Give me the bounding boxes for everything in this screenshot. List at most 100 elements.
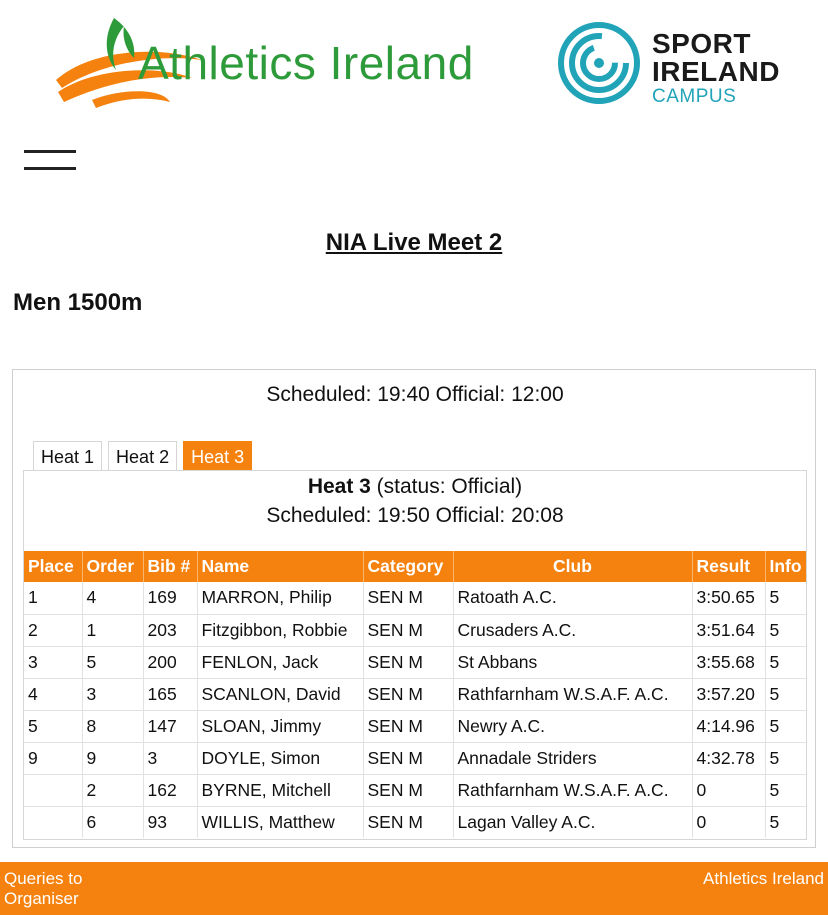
site-footer: Queries to Organiser Athletics Ireland — [0, 862, 828, 915]
col-place[interactable]: Place — [24, 551, 83, 582]
cell-place: 4 — [24, 678, 83, 711]
cell-place — [24, 774, 83, 807]
cell-info: 5 — [765, 742, 806, 775]
cell-club[interactable]: Crusaders A.C. — [453, 614, 693, 647]
cell-place: 9 — [24, 742, 83, 775]
cell-place: 2 — [24, 614, 83, 647]
col-order[interactable]: Order — [82, 551, 144, 582]
cell-club[interactable]: St Abbans — [453, 646, 693, 679]
cell-place — [24, 806, 83, 838]
cell-result: 3:51.64 — [692, 614, 766, 647]
cell-club[interactable]: Newry A.C. — [453, 710, 693, 743]
heat-tabs: Heat 1 Heat 2 Heat 3 — [33, 441, 258, 471]
cell-info: 5 — [765, 614, 806, 647]
cell-result: 4:32.78 — [692, 742, 766, 775]
cell-place: 1 — [24, 582, 83, 615]
cell-info: 5 — [765, 582, 806, 615]
sport-ireland-spiral-icon — [558, 22, 640, 104]
col-category[interactable]: Category — [363, 551, 454, 582]
cell-order: 2 — [82, 774, 144, 807]
cell-club[interactable]: Rathfarnham W.S.A.F. A.C. — [453, 678, 693, 711]
results-row: 5 8 147 SLOAN, Jimmy SEN M Newry A.C. 4:14.96 5 — [24, 710, 806, 743]
col-info[interactable]: Info — [765, 551, 806, 582]
event-schedule: Scheduled: 19:40 Official: 12:00 — [266, 383, 564, 406]
cell-result: 3:57.20 — [692, 678, 766, 711]
athletics-ireland-wordmark: Athletics Ireland — [138, 37, 474, 89]
cell-bib: 200 — [143, 646, 198, 679]
cell-result: 3:55.68 — [692, 646, 766, 679]
cell-category: SEN M — [363, 614, 454, 647]
event-title: Men 1500m — [13, 289, 143, 316]
queries-to-organiser-link[interactable]: Queries to Organiser — [4, 869, 83, 908]
cell-order: 3 — [82, 678, 144, 711]
results-row: 3 5 200 FENLON, Jack SEN M St Abbans 3:55.68 5 — [24, 646, 806, 679]
tab-heat-3[interactable]: Heat 3 — [183, 441, 253, 471]
cell-result: 0 — [692, 774, 766, 807]
athletics-ireland-link[interactable]: Athletics Ireland — [703, 869, 824, 888]
col-name[interactable]: Name — [197, 551, 364, 582]
cell-club[interactable]: Rathfarnham W.S.A.F. A.C. — [453, 774, 693, 807]
heat-content: Heat 3 (status: Official) Scheduled: 19:… — [23, 470, 807, 840]
col-bib[interactable]: Bib # — [143, 551, 198, 582]
cell-order: 9 — [82, 742, 144, 775]
heat-heading: Heat 3 (status: Official) — [24, 475, 806, 499]
cell-result: 4:14.96 — [692, 710, 766, 743]
col-club[interactable]: Club — [453, 551, 693, 582]
tab-heat-1[interactable]: Heat 1 — [33, 441, 103, 471]
results-row: 6 93 WILLIS, Matthew SEN M Lagan Valley A.C.… — [24, 806, 806, 838]
cell-info: 5 — [765, 710, 806, 743]
cell-order: 4 — [82, 582, 144, 615]
cell-category: SEN M — [363, 710, 454, 743]
cell-info: 5 — [765, 646, 806, 679]
col-result[interactable]: Result — [692, 551, 766, 582]
cell-club[interactable]: Lagan Valley A.C. — [453, 806, 693, 838]
cell-athlete-name[interactable]: DOYLE, Simon — [197, 742, 364, 775]
cell-bib: 3 — [143, 742, 198, 775]
results-header-row: Place Order Bib # Name Category Club Res… — [24, 551, 806, 582]
results-row: 1 4 169 MARRON, Philip SEN M Ratoath A.C. 3:50… — [24, 582, 806, 615]
sport-logo-line2: IRELAND — [652, 56, 780, 87]
sport-logo-line3: CAMPUS — [652, 86, 737, 107]
cell-bib: 93 — [143, 806, 198, 838]
results-table: Place Order Bib # Name Category Club Res… — [24, 551, 806, 838]
cell-club[interactable]: Ratoath A.C. — [453, 582, 693, 615]
cell-category: SEN M — [363, 678, 454, 711]
cell-category: SEN M — [363, 774, 454, 807]
heat-status: (status: Official) — [370, 475, 523, 498]
cell-category: SEN M — [363, 646, 454, 679]
cell-athlete-name[interactable]: SLOAN, Jimmy — [197, 710, 364, 743]
cell-athlete-name[interactable]: WILLIS, Matthew — [197, 806, 364, 838]
cell-bib: 162 — [143, 774, 198, 807]
cell-order: 1 — [82, 614, 144, 647]
cell-club[interactable]: Annadale Striders — [453, 742, 693, 775]
cell-place: 5 — [24, 710, 83, 743]
tab-heat-2[interactable]: Heat 2 — [108, 441, 178, 471]
cell-info: 5 — [765, 678, 806, 711]
sport-ireland-campus-logo[interactable]: SPORT IRELAND CAMPUS — [556, 20, 796, 110]
cell-athlete-name[interactable]: FENLON, Jack — [197, 646, 364, 679]
cell-result: 3:50.65 — [692, 582, 766, 615]
cell-category: SEN M — [363, 742, 454, 775]
cell-bib: 147 — [143, 710, 198, 743]
cell-athlete-name[interactable]: BYRNE, Mitchell — [197, 774, 364, 807]
cell-result: 0 — [692, 806, 766, 838]
results-row: 2 1 203 Fitzgibbon, Robbie SEN M Crusaders A.… — [24, 614, 806, 647]
cell-athlete-name[interactable]: SCANLON, David — [197, 678, 364, 711]
results-row: 4 3 165 SCANLON, David SEN M Rathfarnham W.S.… — [24, 678, 806, 711]
event-panel: Scheduled: 19:40 Official: 12:00 Heat 1 … — [12, 369, 816, 848]
hamburger-menu-icon[interactable] — [24, 148, 78, 176]
athletics-ireland-logo[interactable]: Athletics Ireland — [52, 8, 512, 113]
heat-schedule: Scheduled: 19:50 Official: 20:08 — [266, 504, 564, 527]
meet-title[interactable]: NIA Live Meet 2 — [325, 229, 503, 256]
results-row: 2 162 BYRNE, Mitchell SEN M Rathfarnham W.S.… — [24, 774, 806, 807]
cell-info: 5 — [769, 811, 780, 832]
sport-logo-line1: SPORT — [652, 28, 751, 59]
athletics-ireland-swoosh-icon — [56, 18, 202, 108]
cell-place: 3 — [24, 646, 83, 679]
results-row: 9 9 3 DOYLE, Simon SEN M Annadale Striders 4:3… — [24, 742, 806, 775]
cell-bib: 165 — [143, 678, 198, 711]
cell-bib: 169 — [143, 582, 198, 615]
cell-athlete-name[interactable]: Fitzgibbon, Robbie — [197, 614, 364, 647]
cell-athlete-name[interactable]: MARRON, Philip — [197, 582, 364, 615]
cell-order: 8 — [82, 710, 144, 743]
